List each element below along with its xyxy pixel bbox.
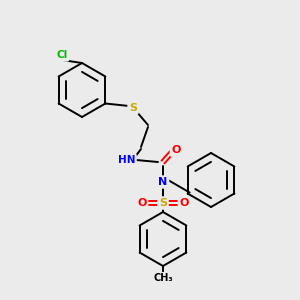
Text: HN: HN — [118, 155, 136, 165]
Text: Cl: Cl — [56, 50, 68, 60]
Text: O: O — [137, 198, 147, 208]
Text: O: O — [171, 145, 181, 155]
Text: O: O — [179, 198, 189, 208]
Text: N: N — [158, 177, 168, 187]
Text: CH₃: CH₃ — [153, 273, 173, 283]
Text: S: S — [159, 198, 167, 208]
Text: S: S — [129, 103, 137, 113]
